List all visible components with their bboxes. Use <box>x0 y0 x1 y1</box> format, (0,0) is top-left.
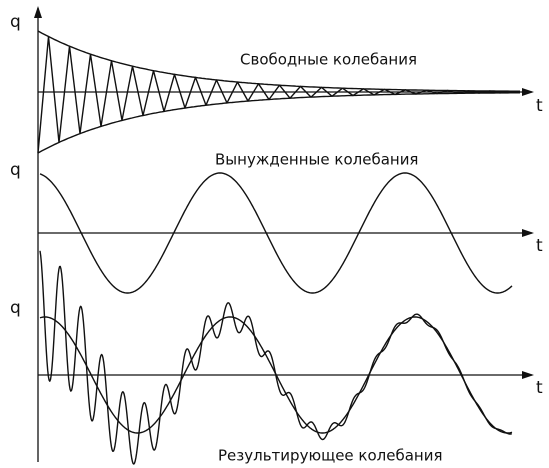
free-oscillation <box>37 35 511 154</box>
x-label: t <box>536 378 543 398</box>
y-label: q <box>10 160 21 180</box>
caption: Результирующее колебания <box>218 447 443 465</box>
x-label: t <box>536 96 543 116</box>
t-axis-arrow <box>522 371 534 379</box>
resulting-oscillation <box>39 250 512 465</box>
x-label: t <box>536 236 543 256</box>
y-label: q <box>10 12 21 32</box>
caption: Свободные колебания <box>240 51 417 69</box>
t-axis-arrow <box>522 229 534 237</box>
forced-oscillation <box>39 172 513 294</box>
t-axis-arrow <box>522 88 534 96</box>
y-label: q <box>10 298 21 318</box>
caption: Вынужденные колебания <box>215 151 418 169</box>
q-axis-arrow <box>34 6 42 18</box>
envelope <box>37 92 520 154</box>
